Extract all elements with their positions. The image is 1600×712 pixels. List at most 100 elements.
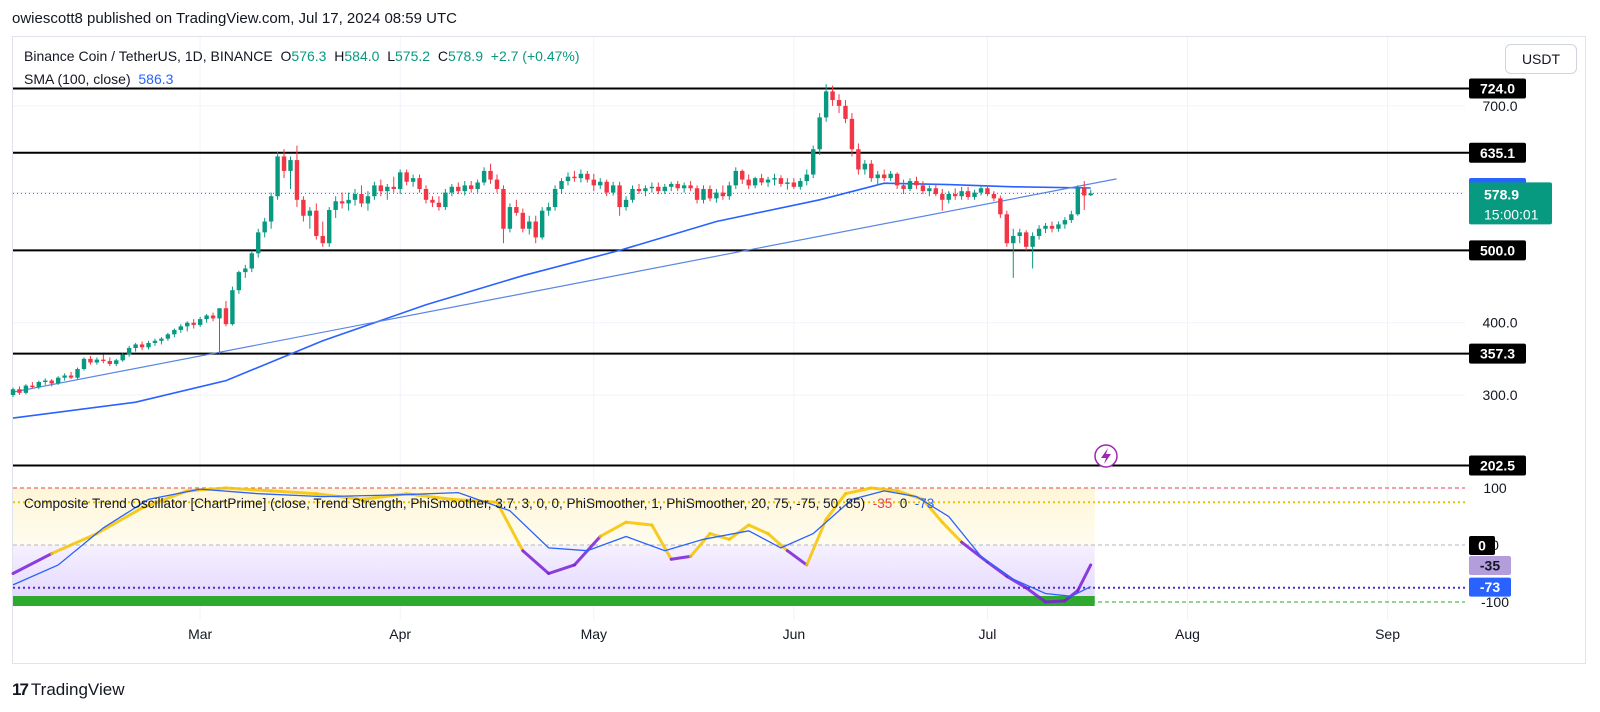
candle-body: [552, 188, 558, 208]
oscillator-fast-segment: [50, 532, 99, 556]
candle-body: [604, 181, 609, 193]
candle-body: [598, 181, 603, 186]
candle-body: [681, 185, 687, 189]
last-price-badge: 578.9: [1484, 186, 1519, 202]
candle-body: [185, 322, 190, 327]
candle-body: [585, 173, 590, 180]
candle-body: [423, 188, 429, 200]
oscillator-value-3: -73: [914, 496, 935, 511]
candle-body: [1049, 225, 1055, 229]
price-tick-label: 300.0: [1482, 387, 1517, 403]
candle-body: [527, 221, 532, 229]
candle-body: [210, 315, 216, 319]
candle-body: [262, 221, 267, 233]
candle-body: [417, 178, 422, 189]
candle-body: [1011, 235, 1016, 244]
candle-body: [410, 178, 416, 182]
candle-body: [43, 380, 48, 383]
candle-body: [197, 319, 203, 325]
candle-body: [133, 344, 138, 349]
sma-100-line: [12, 182, 1091, 419]
sma-legend: SMA (100, close) 586.3: [24, 71, 173, 87]
oscillator-fast-segment: [521, 549, 551, 575]
candle-body: [959, 191, 964, 197]
candle-body: [120, 354, 125, 361]
candle-body: [920, 185, 926, 192]
candle-body: [236, 272, 242, 291]
oscillator-fast-segment: [824, 492, 847, 521]
currency-button[interactable]: USDT: [1505, 44, 1577, 74]
candle-body: [494, 179, 500, 189]
time-axis: Mar Apr May Jun Jul Aug Sep: [188, 626, 1400, 642]
oscillator-pane: [11, 486, 1465, 606]
candle-body: [404, 172, 409, 182]
candle-body: [204, 315, 209, 320]
candle-body: [727, 185, 732, 197]
candle-body: [811, 149, 816, 175]
candle-body: [1082, 188, 1087, 196]
candle-body: [488, 170, 493, 180]
candle-body: [946, 194, 951, 200]
low-value: 575.2: [395, 48, 431, 64]
oscillator-slow-badge-bg: [1469, 577, 1511, 597]
candle-body: [23, 385, 29, 393]
candle-body: [249, 253, 254, 269]
candle-body: [462, 185, 467, 192]
low-label: L: [387, 48, 395, 64]
level-badge: 635.1: [1480, 145, 1515, 161]
candle-body: [75, 368, 80, 378]
time-tick-label: Apr: [389, 626, 411, 642]
oscillator-tick-label: 0: [1491, 537, 1499, 553]
price-tick-label: 400.0: [1482, 315, 1517, 331]
candle-body: [352, 194, 358, 200]
candle-body: [1036, 228, 1042, 236]
time-tick-label: Mar: [188, 626, 212, 642]
candle-body: [436, 202, 442, 208]
lightning-icon: [1094, 444, 1118, 468]
candle-body: [430, 199, 435, 203]
oscillator-fast-segment: [785, 549, 809, 567]
candle-body: [791, 182, 797, 187]
tradingview-logo-icon: 17: [12, 680, 29, 699]
oscillator-fast-segment: [766, 532, 789, 553]
candle-body: [301, 199, 306, 216]
candle-body: [617, 185, 622, 208]
level-badge: 202.5: [1480, 458, 1515, 474]
publisher-caption: owiescott8 published on TradingView.com,…: [12, 10, 457, 27]
chart-frame: [12, 36, 1586, 664]
oscillator-fast-segment: [1076, 563, 1093, 593]
candle-body: [991, 194, 997, 199]
candle-body: [546, 207, 551, 211]
time-tick-label: Aug: [1175, 626, 1200, 642]
oscillator-fast-badge: -35: [1480, 557, 1500, 573]
candle-body: [836, 100, 842, 106]
candle-body: [314, 210, 319, 236]
oscillator-name: Composite Trend Oscillator [ChartPrime] …: [24, 496, 866, 511]
candle-body: [759, 178, 764, 183]
candle-body: [1023, 232, 1029, 247]
candle-body: [610, 185, 616, 193]
sma-value: 586.3: [138, 71, 174, 87]
candle-body: [669, 183, 674, 187]
level-badge-bg: [1469, 240, 1526, 261]
candle-body: [1075, 188, 1080, 215]
oscillator-value-2: 0: [899, 496, 908, 511]
oscillator-slow-line: [12, 488, 1091, 597]
candle-body: [443, 192, 448, 208]
candle-body: [49, 380, 54, 384]
candle-body: [275, 156, 280, 197]
candle-body: [339, 201, 345, 204]
candle-body: [256, 232, 261, 254]
level-badge-bg: [1469, 455, 1526, 476]
candle-body: [17, 389, 22, 393]
candle-body: [391, 186, 396, 189]
oscillator-fast-segment: [669, 554, 693, 561]
candle-body: [875, 174, 880, 179]
candle-body: [907, 181, 913, 189]
candle-body: [501, 188, 506, 229]
oscillator-fast-segment: [598, 520, 628, 538]
tradingview-logo: 17 TradingView: [12, 680, 124, 700]
oscillator-fast-segment: [1024, 586, 1048, 604]
candle-body: [172, 329, 177, 335]
